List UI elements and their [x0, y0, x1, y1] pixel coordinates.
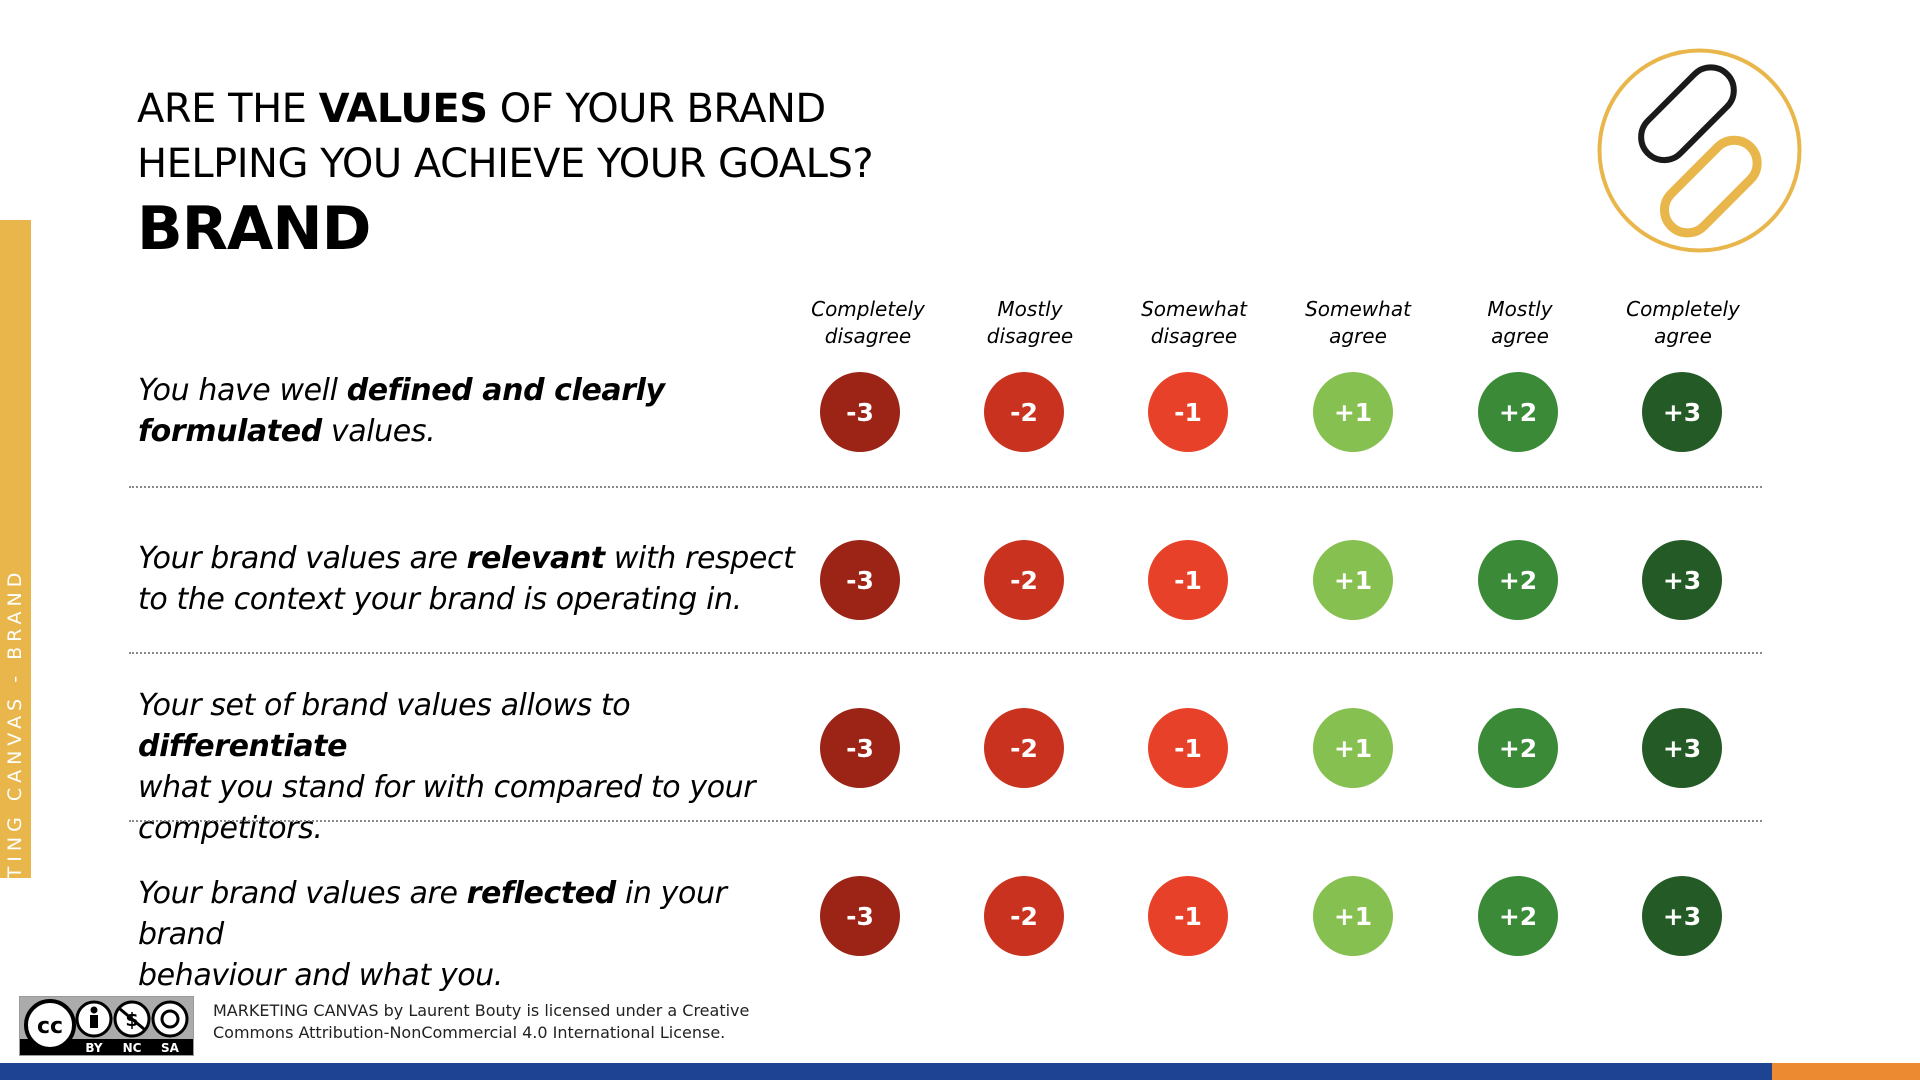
question-emphasis: reflected — [466, 876, 617, 911]
question-fragment: in your brand — [138, 876, 727, 952]
rating-button-q3-4[interactable]: +2 — [1478, 708, 1558, 788]
rating-button-q2-1[interactable]: -2 — [984, 540, 1064, 620]
rating-button-q4-1[interactable]: -2 — [984, 876, 1064, 956]
rating-button-q1-4[interactable]: +2 — [1478, 372, 1558, 452]
question-text-1: You have well defined and clearly formula… — [138, 370, 818, 452]
scale-label-line: disagree — [986, 324, 1074, 348]
question-emphasis: defined and clearly — [346, 373, 665, 408]
scale-label-line: Completely — [1626, 297, 1740, 321]
rating-button-q1-2[interactable]: -1 — [1148, 372, 1228, 452]
rating-button-q4-0[interactable]: -3 — [820, 876, 900, 956]
license-line-1: MARKETING CANVAS by Laurent Bouty is lic… — [213, 1001, 750, 1020]
rating-button-q3-5[interactable]: +3 — [1642, 708, 1722, 788]
rating-button-q2-0[interactable]: -3 — [820, 540, 900, 620]
row-divider-3 — [129, 820, 1762, 822]
question-title-line-1: ARE THE VALUES OF YOUR BRAND — [137, 86, 826, 132]
scale-label-line: Mostly — [997, 297, 1063, 321]
scale-label-line: disagree — [1150, 324, 1238, 348]
cc-license-icon: cc $ BY NC SA — [20, 997, 193, 1055]
section-title: BRAND — [137, 194, 371, 264]
scale-label-0: Completely disagree — [793, 296, 943, 350]
marketing-canvas-logo — [1597, 48, 1802, 253]
question-fragment: Your brand values are — [138, 876, 467, 911]
rating-button-q2-5[interactable]: +3 — [1642, 540, 1722, 620]
scale-label-4: Mostly agree — [1445, 296, 1595, 350]
question-emphasis: formulated — [138, 414, 322, 449]
scale-label-line: Somewhat — [1305, 297, 1411, 321]
question-text-3: Your set of brand values allows to diffe… — [138, 685, 818, 849]
rating-button-q3-2[interactable]: -1 — [1148, 708, 1228, 788]
scale-header: Completely disagree Mostly disagree Somewhat… — [0, 296, 1920, 356]
rating-button-q3-3[interactable]: +1 — [1313, 708, 1393, 788]
question-emphasis: relevant — [466, 541, 605, 576]
scale-label-line: agree — [1491, 324, 1549, 348]
question-title-line-2: HELPING YOU ACHIEVE YOUR GOALS? — [137, 141, 874, 187]
question-fragment: what you stand for with compared to your — [138, 770, 756, 805]
rating-button-q4-5[interactable]: +3 — [1642, 876, 1722, 956]
question-fragment: behaviour and what you. — [138, 958, 503, 993]
creative-commons-badge: cc $ BY NC SA — [19, 996, 194, 1056]
rating-button-q2-3[interactable]: +1 — [1313, 540, 1393, 620]
rating-button-q4-2[interactable]: -1 — [1148, 876, 1228, 956]
rating-button-q1-0[interactable]: -3 — [820, 372, 900, 452]
rating-button-q1-3[interactable]: +1 — [1313, 372, 1393, 452]
question-fragment: Your set of brand values allows to — [138, 688, 631, 723]
svg-text:cc: cc — [37, 1014, 63, 1039]
cc-by-label: BY — [85, 1041, 102, 1055]
page-header: ARE THE VALUES OF YOUR BRAND HELPING YOU… — [137, 82, 874, 264]
rating-button-q3-1[interactable]: -2 — [984, 708, 1064, 788]
footer-bar — [0, 1063, 1772, 1080]
scale-label-3: Somewhat agree — [1283, 296, 1433, 350]
side-label: MARKETING CANVAS - BRAND — [4, 567, 26, 971]
cc-nc-label: NC — [123, 1041, 142, 1055]
scale-label-line: Completely — [811, 297, 925, 321]
question-text-2: Your brand values are relevant with resp… — [138, 538, 818, 620]
scale-label-2: Somewhat disagree — [1119, 296, 1269, 350]
license-line-2: Commons Attribution-NonCommercial 4.0 In… — [213, 1023, 726, 1042]
rating-button-q3-0[interactable]: -3 — [820, 708, 900, 788]
question-fragment: values. — [321, 414, 436, 449]
scale-label-line: agree — [1329, 324, 1387, 348]
rating-button-q4-4[interactable]: +2 — [1478, 876, 1558, 956]
scale-label-line: agree — [1654, 324, 1712, 348]
question-fragment: competitors. — [138, 811, 323, 846]
license-text: MARKETING CANVAS by Laurent Bouty is lic… — [213, 1000, 749, 1044]
scale-label-line: Mostly — [1487, 297, 1553, 321]
scale-label-5: Completely agree — [1608, 296, 1758, 350]
scale-label-line: disagree — [824, 324, 912, 348]
question-fragment: You have well — [138, 373, 347, 408]
rating-button-q1-1[interactable]: -2 — [984, 372, 1064, 452]
rating-button-q2-2[interactable]: -1 — [1148, 540, 1228, 620]
row-divider-1 — [129, 486, 1762, 488]
rating-button-q1-5[interactable]: +3 — [1642, 372, 1722, 452]
footer-accent — [1772, 1063, 1920, 1080]
scale-label-1: Mostly disagree — [955, 296, 1105, 350]
scale-label-line: Somewhat — [1141, 297, 1247, 321]
cc-sa-label: SA — [161, 1041, 180, 1055]
question-fragment: Your brand values are — [138, 541, 467, 576]
question-fragment: with respect — [604, 541, 795, 576]
rating-button-q2-4[interactable]: +2 — [1478, 540, 1558, 620]
question-text-4: Your brand values are reflected in your … — [138, 873, 818, 996]
side-accent-bar: MARKETING CANVAS - BRAND — [0, 220, 31, 970]
rating-button-q4-3[interactable]: +1 — [1313, 876, 1393, 956]
question-emphasis: differentiate — [138, 729, 348, 764]
row-divider-2 — [129, 652, 1762, 654]
question-fragment: to the context your brand is operating i… — [138, 582, 742, 617]
